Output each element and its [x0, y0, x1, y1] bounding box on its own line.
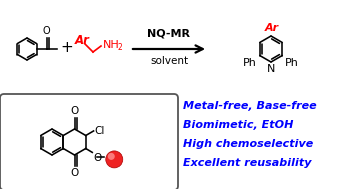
Text: Metal-free, Base-free: Metal-free, Base-free [183, 101, 317, 111]
Text: O: O [93, 153, 102, 163]
Text: Excellent reusability: Excellent reusability [183, 158, 311, 168]
Text: Ar: Ar [265, 23, 279, 33]
Text: High chemoselective: High chemoselective [183, 139, 313, 149]
Text: Ph: Ph [243, 57, 257, 67]
Text: Ar: Ar [74, 33, 90, 46]
Text: NH: NH [103, 40, 120, 50]
Text: 2: 2 [117, 43, 122, 53]
Text: Biomimetic, EtOH: Biomimetic, EtOH [183, 120, 293, 130]
FancyBboxPatch shape [0, 94, 178, 189]
Text: O: O [70, 106, 79, 116]
Circle shape [106, 151, 123, 168]
Text: solvent: solvent [150, 56, 188, 66]
Text: Cl: Cl [95, 126, 105, 136]
Text: O: O [43, 26, 50, 36]
Text: Ph: Ph [285, 57, 299, 67]
Circle shape [108, 153, 115, 160]
Text: N: N [267, 64, 275, 74]
Text: NQ-MR: NQ-MR [147, 29, 190, 39]
Text: +: + [61, 40, 73, 56]
Text: O: O [70, 168, 79, 178]
